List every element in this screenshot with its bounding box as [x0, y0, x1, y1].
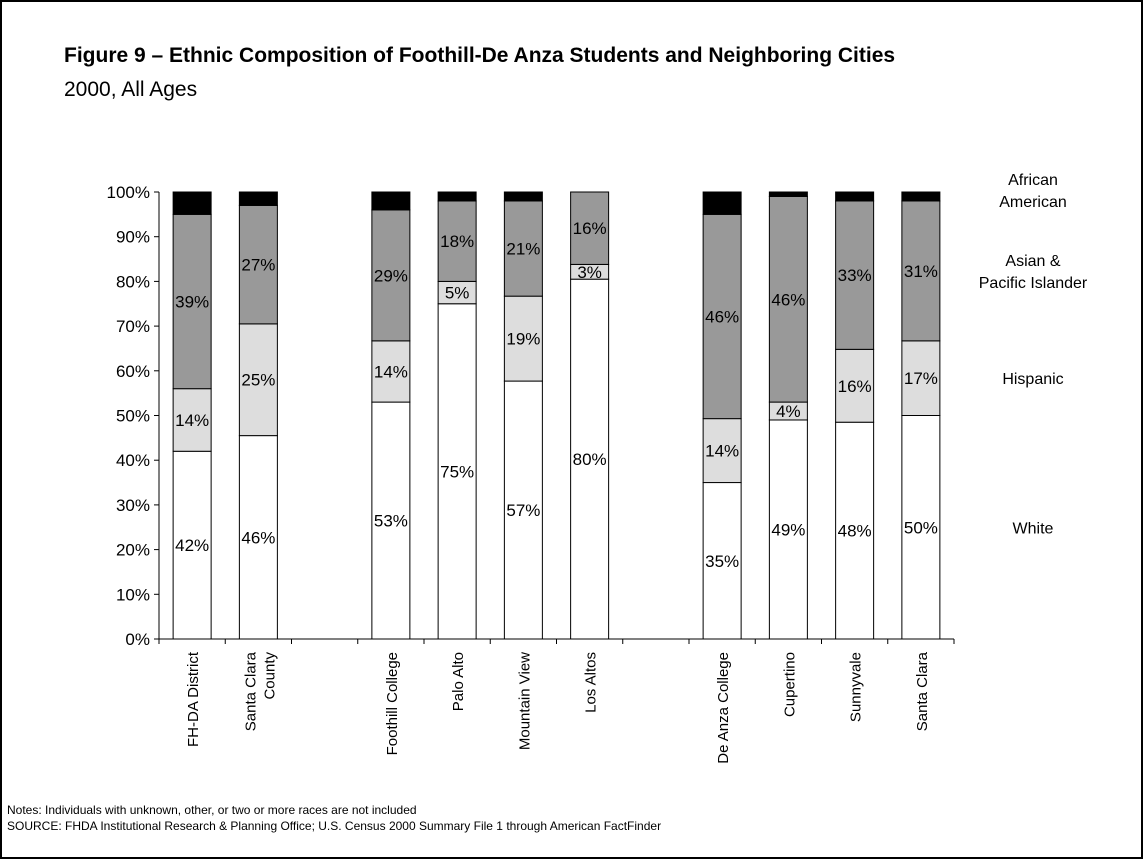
x-tick-label: De Anza College: [715, 652, 732, 764]
axes-layer: FH-DA District Santa Clara County Foothill …: [107, 183, 955, 764]
y-tick-label: 60%: [116, 362, 150, 381]
data-label: 39%: [175, 293, 209, 312]
y-tick-label: 10%: [116, 585, 150, 604]
y-tick-label: 80%: [116, 272, 150, 291]
legend-entry: Asian & Pacific Islander: [979, 253, 1088, 292]
data-label: 46%: [241, 528, 275, 547]
x-tick-label: Palo Alto: [450, 652, 467, 711]
data-label: 33%: [838, 266, 872, 285]
data-label: 14%: [705, 442, 739, 461]
data-label: 27%: [241, 256, 275, 275]
bars-layer: [172, 191, 941, 640]
data-label: 80%: [573, 450, 607, 469]
bar-segment: [768, 191, 808, 197]
bar-segment: [172, 450, 212, 640]
data-label: 48%: [838, 522, 872, 541]
chart-subtitle: 2000, All Ages: [64, 78, 198, 101]
x-tick-label: Santa Clara: [914, 651, 931, 731]
x-tick-label: Mountain View: [516, 652, 533, 750]
bar-segment: [172, 388, 212, 452]
bar-segment: [503, 295, 543, 382]
y-tick-label: 0%: [125, 630, 150, 649]
x-tick-label: Sunnyvale: [848, 652, 865, 722]
bar-segment: [437, 303, 477, 640]
legend-entry: White: [1013, 520, 1054, 537]
y-tick-label: 30%: [116, 496, 150, 515]
bar-segment: [437, 191, 477, 202]
bar-segment: [437, 200, 477, 282]
bar-segment: [503, 380, 543, 640]
data-label: 21%: [506, 240, 540, 259]
data-label: 46%: [771, 290, 805, 309]
bar-segment: [702, 213, 742, 420]
data-label: 14%: [175, 411, 209, 430]
bar-segment: [901, 200, 941, 342]
bar-segment: [901, 191, 941, 202]
x-tick-label: Santa Clara County: [242, 651, 278, 731]
y-tick-label: 40%: [116, 451, 150, 470]
bar-segment: [570, 278, 610, 640]
x-tick-label: Cupertino: [781, 652, 798, 717]
bar-segment: [702, 482, 742, 640]
bar-segment: [371, 340, 411, 403]
bar-segment: [901, 415, 941, 640]
bar-segment: [238, 191, 278, 206]
bar-segment: [503, 191, 543, 202]
data-label: 4%: [776, 402, 801, 421]
bar-segment: [702, 418, 742, 484]
data-label: 35%: [705, 552, 739, 571]
data-label: 53%: [374, 512, 408, 531]
x-tick-label: FH-DA District: [185, 651, 202, 747]
bar-segment: [172, 213, 212, 390]
x-tick-label: Los Altos: [583, 652, 600, 713]
bar-segment: [835, 200, 875, 350]
bar-segment: [503, 200, 543, 297]
bar-segment: [835, 191, 875, 202]
data-label: 14%: [374, 362, 408, 381]
y-tick-label: 70%: [116, 317, 150, 336]
bar-segment: [371, 209, 411, 342]
bar-segment: [371, 191, 411, 211]
stacked-bar-chart: 42% 14% 39% 46% 25% 27% 53% 14% 29% 75% 5% 18% 57% 19…: [107, 172, 1088, 764]
data-label: 29%: [374, 266, 408, 285]
data-label: 57%: [506, 501, 540, 520]
bar-segment: [835, 348, 875, 423]
data-label: 16%: [838, 377, 872, 396]
notes-block: Notes: Individuals with unknown, other, …: [7, 802, 661, 834]
x-tick-label: Foothill College: [384, 652, 401, 755]
data-label: 42%: [175, 536, 209, 555]
data-label: 49%: [771, 520, 805, 539]
data-label: 3%: [577, 263, 602, 282]
data-label: 16%: [573, 219, 607, 238]
y-tick-label: 90%: [116, 228, 150, 247]
legend-layer: White Hispanic Asian & Pacific Islander Afri…: [979, 172, 1088, 537]
notes-line: Notes: Individuals with unknown, other, …: [7, 803, 417, 817]
bar-segment: [172, 191, 212, 215]
data-label: 31%: [904, 262, 938, 281]
y-tick-label: 100%: [107, 183, 150, 202]
bar-segment: [901, 340, 941, 417]
bar-segment: [835, 421, 875, 640]
y-tick-label: 20%: [116, 541, 150, 560]
bar-segment: [570, 191, 610, 265]
bar-segment: [768, 419, 808, 640]
legend-entry: African American: [999, 172, 1067, 211]
data-label: 17%: [904, 369, 938, 388]
bar-segment: [702, 191, 742, 215]
legend-entry: Hispanic: [1002, 371, 1063, 388]
data-labels-layer: 42% 14% 39% 46% 25% 27% 53% 14% 29% 75% 5% 18% 57% 19…: [175, 219, 938, 571]
data-label: 75%: [440, 462, 474, 481]
data-label: 46%: [705, 307, 739, 326]
chart-title: Figure 9 – Ethnic Composition of Foothil…: [64, 44, 896, 67]
data-label: 5%: [445, 284, 470, 303]
source-line: SOURCE: FHDA Institutional Research & Pl…: [7, 819, 662, 833]
data-label: 19%: [506, 330, 540, 349]
data-label: 25%: [241, 371, 275, 390]
y-tick-label: 50%: [116, 407, 150, 426]
data-label: 50%: [904, 518, 938, 537]
data-label: 18%: [440, 232, 474, 251]
